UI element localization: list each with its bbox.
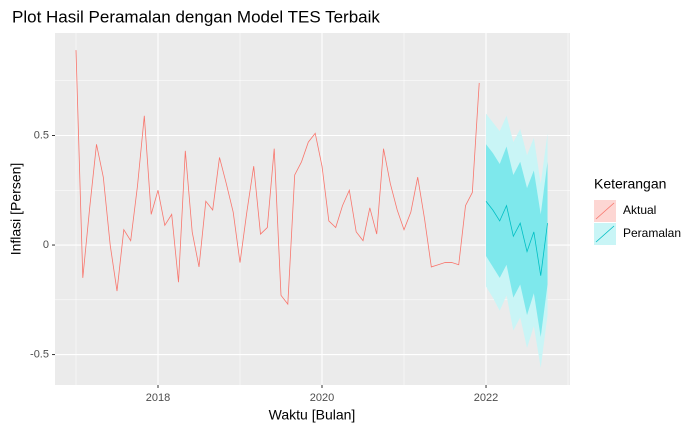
- legend-title: Keterangan: [594, 176, 666, 192]
- panel: [55, 33, 570, 385]
- legend-key-line: [595, 225, 615, 243]
- x-tick-label: 2020: [310, 392, 334, 404]
- y-tick-label: -0.5: [30, 348, 49, 360]
- forecast-band: [486, 144, 548, 338]
- chart-title: Plot Hasil Peramalan dengan Model TES Te…: [12, 7, 380, 26]
- x-tick-label: 2022: [474, 392, 498, 404]
- x-tick-label: 2018: [146, 392, 170, 404]
- legend-label: Aktual: [623, 203, 656, 217]
- series-line: [75, 50, 480, 306]
- legend-label: Peramalan: [623, 226, 681, 240]
- series-line: [485, 200, 548, 276]
- y-tick-label: 0.5: [34, 129, 49, 141]
- x-axis-label: Waktu [Bulan]: [269, 407, 356, 423]
- legend-key-line: [595, 202, 615, 220]
- y-tick-label: 0: [43, 239, 49, 251]
- y-axis-label: Inflasi [Persen]: [8, 163, 24, 256]
